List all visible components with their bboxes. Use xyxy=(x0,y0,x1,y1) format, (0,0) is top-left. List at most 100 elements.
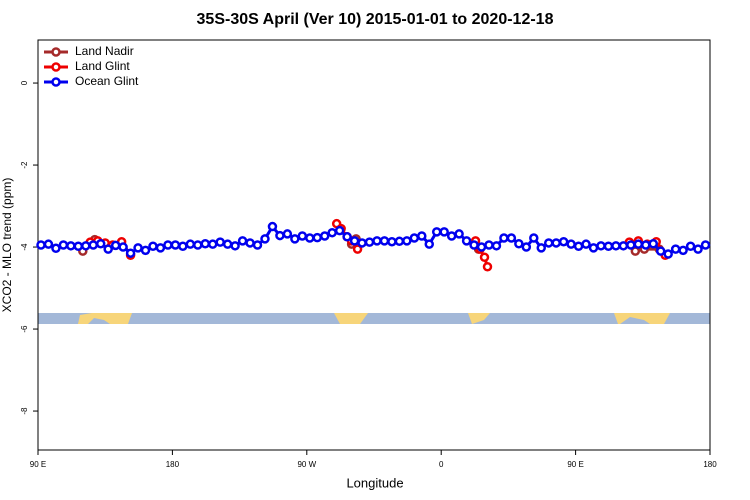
data-point xyxy=(73,241,84,251)
data-point xyxy=(357,238,367,248)
data-point xyxy=(372,236,382,246)
land-patch xyxy=(334,313,368,324)
data-point xyxy=(140,245,151,256)
data-point xyxy=(379,236,390,246)
data-point xyxy=(88,240,99,250)
data-point xyxy=(409,233,420,243)
data-point xyxy=(334,225,345,236)
data-point xyxy=(461,236,472,246)
data-point xyxy=(193,240,203,250)
data-point xyxy=(670,244,681,254)
data-point xyxy=(252,240,263,250)
data-point xyxy=(536,243,547,253)
data-point xyxy=(297,231,308,241)
data-point xyxy=(133,243,143,253)
y-axis-label: XCO2 - MLO trend (ppm) xyxy=(0,178,14,313)
data-point xyxy=(95,239,106,249)
legend-label: Land Glint xyxy=(75,59,130,73)
data-point xyxy=(352,244,363,254)
data-point xyxy=(349,236,360,246)
data-point xyxy=(267,221,278,232)
data-point xyxy=(439,227,449,237)
legend-marker xyxy=(51,62,61,72)
y-tick-label: 0 xyxy=(20,80,29,85)
data-point xyxy=(282,229,293,239)
data-point xyxy=(58,240,69,250)
data-point xyxy=(312,232,323,243)
data-point xyxy=(551,238,561,248)
data-point xyxy=(417,231,427,241)
data-point xyxy=(290,234,300,244)
data-point xyxy=(484,240,494,250)
data-point xyxy=(491,241,502,251)
data-point xyxy=(573,241,584,251)
data-point xyxy=(43,239,54,249)
data-point xyxy=(185,239,196,249)
data-point xyxy=(327,227,337,238)
data-point xyxy=(521,242,532,252)
data-point xyxy=(402,236,412,246)
data-point xyxy=(655,246,666,256)
data-point xyxy=(693,244,703,254)
data-point xyxy=(514,239,524,249)
data-point xyxy=(543,238,554,248)
data-point xyxy=(641,240,651,250)
data-point xyxy=(603,241,614,251)
data-point xyxy=(529,233,539,243)
data-point xyxy=(479,252,490,263)
data-point xyxy=(394,236,405,247)
data-point xyxy=(469,240,479,250)
data-point xyxy=(633,239,644,249)
data-point xyxy=(446,231,457,241)
legend-label: Ocean Glint xyxy=(75,74,139,88)
data-point xyxy=(118,242,128,252)
data-point xyxy=(319,231,330,241)
data-point xyxy=(342,232,352,242)
land-patch xyxy=(468,313,490,324)
legend-marker xyxy=(51,77,61,87)
data-point xyxy=(506,233,517,243)
data-point xyxy=(566,239,576,249)
data-point xyxy=(207,239,218,249)
data-point xyxy=(230,241,240,251)
data-point xyxy=(237,236,248,246)
data-point xyxy=(626,240,636,250)
data-point xyxy=(588,243,599,253)
data-point xyxy=(364,237,375,247)
y-tick-label: -8 xyxy=(20,407,29,415)
data-point xyxy=(476,242,487,252)
data-point xyxy=(170,240,181,250)
legend-label: Land Nadir xyxy=(75,44,134,58)
data-point xyxy=(305,233,315,243)
y-tick-label: -4 xyxy=(20,243,29,251)
data-point xyxy=(663,249,673,259)
chart-title: 35S-30S April (Ver 10) 2015-01-01 to 202… xyxy=(197,11,554,28)
data-point xyxy=(499,233,509,243)
x-tick-label: 0 xyxy=(439,460,444,469)
data-point xyxy=(215,237,225,247)
x-tick-label: 180 xyxy=(703,460,717,469)
y-tick-label: -6 xyxy=(20,325,29,333)
data-point xyxy=(66,241,76,251)
data-point xyxy=(387,236,397,247)
data-point xyxy=(618,241,629,251)
data-point xyxy=(110,240,121,251)
data-point xyxy=(125,248,136,258)
data-point xyxy=(558,236,569,247)
data-point xyxy=(431,227,442,237)
x-axis-label: Longitude xyxy=(346,475,403,490)
x-tick-label: 90 W xyxy=(297,460,316,469)
data-point xyxy=(424,239,435,249)
data-point xyxy=(51,243,61,254)
data-point xyxy=(200,239,211,249)
legend-marker xyxy=(51,47,61,57)
data-point xyxy=(260,234,270,244)
data-point xyxy=(596,241,606,251)
data-point xyxy=(148,241,158,251)
data-point xyxy=(482,261,493,272)
data-point xyxy=(155,243,166,253)
land-map xyxy=(38,313,710,324)
data-point xyxy=(103,244,113,254)
ocean-strip xyxy=(38,313,710,324)
